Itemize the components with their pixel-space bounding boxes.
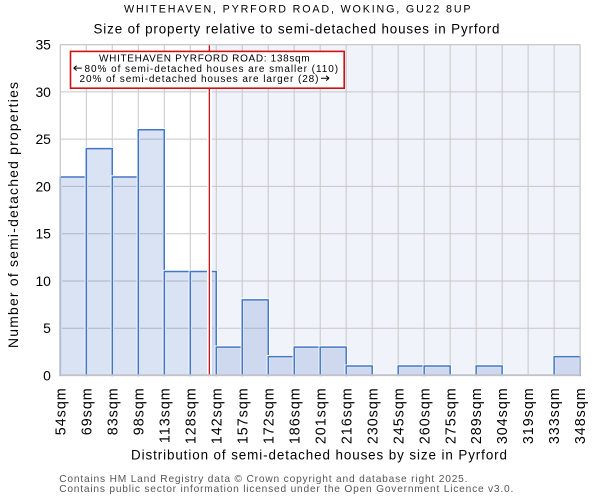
svg-text:245sqm: 245sqm [391,387,407,444]
svg-text:WHITEHAVEN, PYRFORD ROAD, WOKI: WHITEHAVEN, PYRFORD ROAD, WOKING, GU22 8… [124,4,470,16]
svg-text:10: 10 [35,273,51,289]
svg-text:15: 15 [35,226,51,242]
svg-text:20: 20 [35,178,51,194]
svg-text:230sqm: 230sqm [365,387,381,444]
svg-text:0: 0 [43,367,51,383]
svg-text:Distribution of semi-detached: Distribution of semi-detached houses by … [131,447,507,462]
svg-text:Number of semi-detached proper: Number of semi-detached properties [5,82,21,348]
svg-text:128sqm: 128sqm [183,387,199,444]
svg-text:157sqm: 157sqm [235,387,251,444]
svg-text:30: 30 [35,84,51,100]
svg-text:201sqm: 201sqm [313,387,329,444]
svg-text:333sqm: 333sqm [547,387,563,444]
svg-text:142sqm: 142sqm [209,387,225,444]
svg-text:113sqm: 113sqm [157,387,173,443]
svg-text:Size of property relative to s: Size of property relative to semi-detach… [94,21,500,36]
svg-text:5: 5 [43,320,51,336]
svg-text:35: 35 [35,37,51,53]
svg-text:WHITEHAVEN PYRFORD ROAD: 138sq: WHITEHAVEN PYRFORD ROAD: 138sqm [99,54,309,65]
svg-text:289sqm: 289sqm [469,387,485,444]
svg-text:98sqm: 98sqm [131,387,147,435]
svg-text:172sqm: 172sqm [261,387,277,444]
svg-text:69sqm: 69sqm [79,387,95,435]
svg-text:186sqm: 186sqm [287,387,303,444]
svg-text:83sqm: 83sqm [105,387,121,435]
svg-text:319sqm: 319sqm [521,387,537,444]
svg-text:260sqm: 260sqm [417,387,433,444]
svg-text:Contains HM Land Registry data: Contains HM Land Registry data © Crown c… [59,474,467,485]
svg-text:80% of semi-detached houses ar: 80% of semi-detached houses are smaller … [85,64,338,75]
svg-text:54sqm: 54sqm [53,387,69,435]
svg-text:25: 25 [35,131,51,147]
svg-text:Contains public sector informa: Contains public sector information licen… [59,484,513,495]
svg-text:216sqm: 216sqm [339,387,355,444]
svg-text:348sqm: 348sqm [573,387,589,444]
svg-text:304sqm: 304sqm [495,387,511,444]
svg-text:275sqm: 275sqm [443,387,459,444]
svg-text:20% of semi-detached houses ar: 20% of semi-detached houses are larger (… [80,74,319,85]
